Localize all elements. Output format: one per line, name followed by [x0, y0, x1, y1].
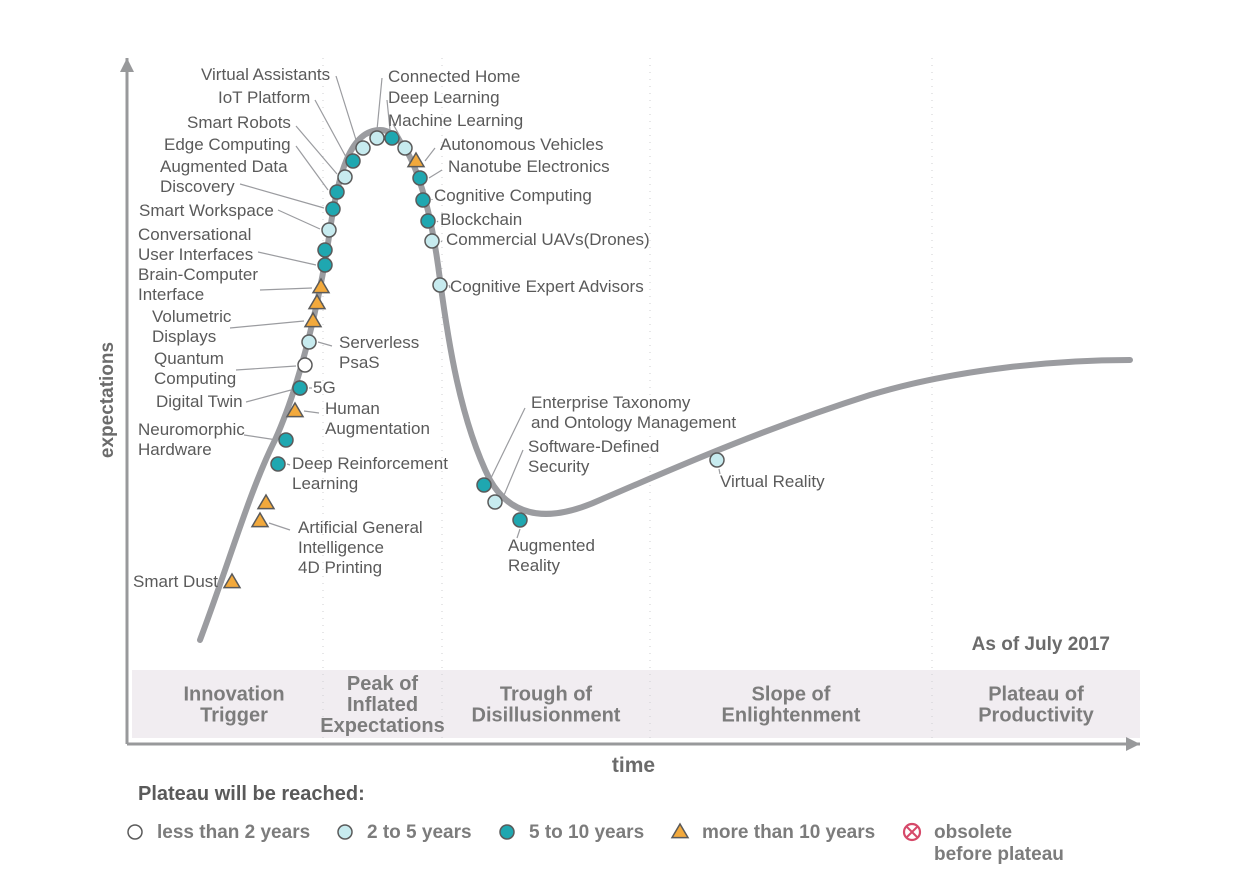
marker-circle [271, 457, 285, 471]
legend-item-label: more than 10 years [702, 822, 875, 843]
phase-label: Trough of [500, 684, 593, 706]
leader-line [441, 241, 442, 242]
tech-label: 5G [313, 378, 336, 397]
tech-label: Commercial UAVs(Drones) [446, 230, 650, 249]
tech-label: Learning [292, 474, 358, 493]
phase-label: Innovation [183, 684, 284, 706]
tech-label: Conversational [138, 225, 251, 244]
tech-label: Virtual Assistants [201, 65, 330, 84]
tech-label: Software-Defined [528, 437, 659, 456]
legend-item-label: less than 2 years [157, 822, 310, 843]
legend-item-label2: before plateau [934, 844, 1064, 865]
marker-circle [326, 202, 340, 216]
phase-label: Expectations [320, 715, 444, 737]
tech-label: Nanotube Electronics [448, 157, 610, 176]
tech-label: Enterprise Taxonomy [531, 393, 691, 412]
leader-line [437, 221, 438, 222]
phase-label: Productivity [978, 705, 1094, 727]
tech-label: Deep Reinforcement [292, 454, 448, 473]
marker-circle [513, 513, 527, 527]
phase-label: Slope of [752, 684, 831, 706]
tech-label: Neuromorphic [138, 420, 245, 439]
tech-label: Smart Robots [187, 113, 291, 132]
tech-label: Intelligence [298, 538, 384, 557]
tech-label: Hardware [138, 440, 212, 459]
marker-circle [293, 381, 307, 395]
phase-label: Plateau of [988, 684, 1084, 706]
tech-label: Cognitive Expert Advisors [450, 277, 644, 296]
marker-circle [488, 495, 502, 509]
phase-label: Disillusionment [472, 705, 621, 727]
tech-label: Machine Learning [388, 111, 523, 130]
tech-label: Smart Workspace [139, 201, 274, 220]
tech-label: Augmented Data [160, 157, 288, 176]
phase-label: Enlightenment [722, 705, 861, 727]
tech-label: Deep Learning [388, 88, 500, 107]
tech-label: Connected Home [388, 67, 520, 86]
hype-cycle-chart: InnovationTrigger Peak ofInflatedExpectat… [0, 0, 1240, 886]
marker-circle [302, 335, 316, 349]
marker-circle [318, 243, 332, 257]
tech-label: Reality [508, 556, 560, 575]
legend-item-label: obsolete [934, 822, 1012, 843]
marker-circle [338, 170, 352, 184]
tech-label: Interface [138, 285, 204, 304]
tech-label: Augmentation [325, 419, 430, 438]
tech-label: and Ontology Management [531, 413, 736, 432]
marker-circle [279, 433, 293, 447]
tech-label: Blockchain [440, 210, 522, 229]
tech-label: Computing [154, 369, 236, 388]
y-axis-label: expectations [97, 342, 118, 458]
legend-item-label: 5 to 10 years [529, 822, 644, 843]
tech-label: Volumetric [152, 307, 232, 326]
tech-label: Serverless [339, 333, 419, 352]
tech-label: IoT Platform [218, 88, 310, 107]
marker-circle [710, 453, 724, 467]
phase-label: Inflated [347, 694, 418, 716]
marker-circle [477, 478, 491, 492]
tech-label: Virtual Reality [720, 472, 825, 491]
tech-label: Digital Twin [156, 392, 243, 411]
marker-circle-legend [500, 825, 514, 839]
marker-circle [416, 193, 430, 207]
marker-circle [318, 258, 332, 272]
marker-circle-legend [128, 825, 142, 839]
tech-label: Discovery [160, 177, 235, 196]
tech-label: Artificial General [298, 518, 423, 537]
x-axis-label: time [612, 754, 655, 777]
tech-label: User Interfaces [138, 245, 253, 264]
marker-circle-legend [338, 825, 352, 839]
tech-label: 4D Printing [298, 558, 382, 577]
tech-label: Cognitive Computing [434, 186, 592, 205]
tech-label: PsaS [339, 353, 380, 372]
marker-circle [322, 223, 336, 237]
phase-label: Peak of [347, 673, 418, 695]
marker-circle [433, 278, 447, 292]
marker-circle [421, 214, 435, 228]
marker-circle [370, 131, 384, 145]
tech-label: Brain-Computer [138, 265, 258, 284]
tech-label: Displays [152, 327, 216, 346]
tech-label: Quantum [154, 349, 224, 368]
legend-title: Plateau will be reached: [138, 783, 365, 805]
marker-circle [385, 131, 399, 145]
as-of-label: As of July 2017 [972, 634, 1110, 655]
marker-circle [398, 141, 412, 155]
marker-circle [346, 154, 360, 168]
tech-label: Human [325, 399, 380, 418]
marker-circle [413, 171, 427, 185]
marker-circle [425, 234, 439, 248]
tech-label: Smart Dust [133, 572, 218, 591]
legend-item-label: 2 to 5 years [367, 822, 472, 843]
tech-label: Autonomous Vehicles [440, 135, 604, 154]
marker-circle [298, 358, 312, 372]
marker-circle [356, 141, 370, 155]
tech-label: Edge Computing [164, 135, 291, 154]
tech-label: Security [528, 457, 590, 476]
marker-circle [330, 185, 344, 199]
phase-label: Trigger [200, 705, 268, 727]
tech-label: Augmented [508, 536, 595, 555]
